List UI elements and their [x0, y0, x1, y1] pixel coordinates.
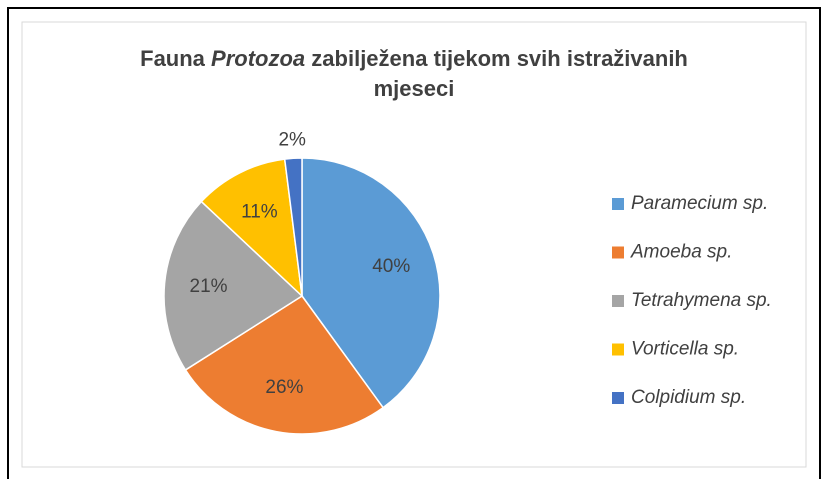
data-label: 11%: [241, 201, 278, 222]
data-label: 2%: [278, 129, 306, 150]
pie-slice: [163, 200, 304, 371]
chart-border: [21, 21, 807, 468]
legend-swatch: [612, 343, 624, 356]
data-label: 40%: [372, 256, 410, 277]
legend-swatch: [612, 246, 624, 259]
legend-label: Paramecium sp.: [631, 193, 768, 214]
legend-swatch: [612, 295, 624, 307]
title-part: Fauna: [140, 46, 206, 71]
data-label: 21%: [190, 276, 228, 297]
pie-slice: [283, 157, 303, 297]
title-part: zabilježena tijekom svih istraživanih: [311, 46, 688, 71]
legend-label: Amoeba sp.: [630, 242, 732, 263]
title-part: Protozoa: [211, 46, 305, 71]
legend-swatch: [612, 392, 624, 404]
data-label: 26%: [265, 377, 303, 398]
legend-swatch: [612, 198, 624, 210]
pie-slice: [301, 157, 441, 409]
chart-title: Fauna Protozoa zabilježena tijekom svih …: [140, 46, 688, 71]
pie-slice: [200, 158, 304, 298]
legend-label: Vorticella sp.: [631, 339, 739, 360]
legend-label: Tetrahymena sp.: [631, 290, 772, 311]
pie-slice: [184, 294, 385, 435]
legend-label: Colpidium sp.: [631, 387, 746, 408]
chart-title: mjeseci: [374, 76, 455, 101]
